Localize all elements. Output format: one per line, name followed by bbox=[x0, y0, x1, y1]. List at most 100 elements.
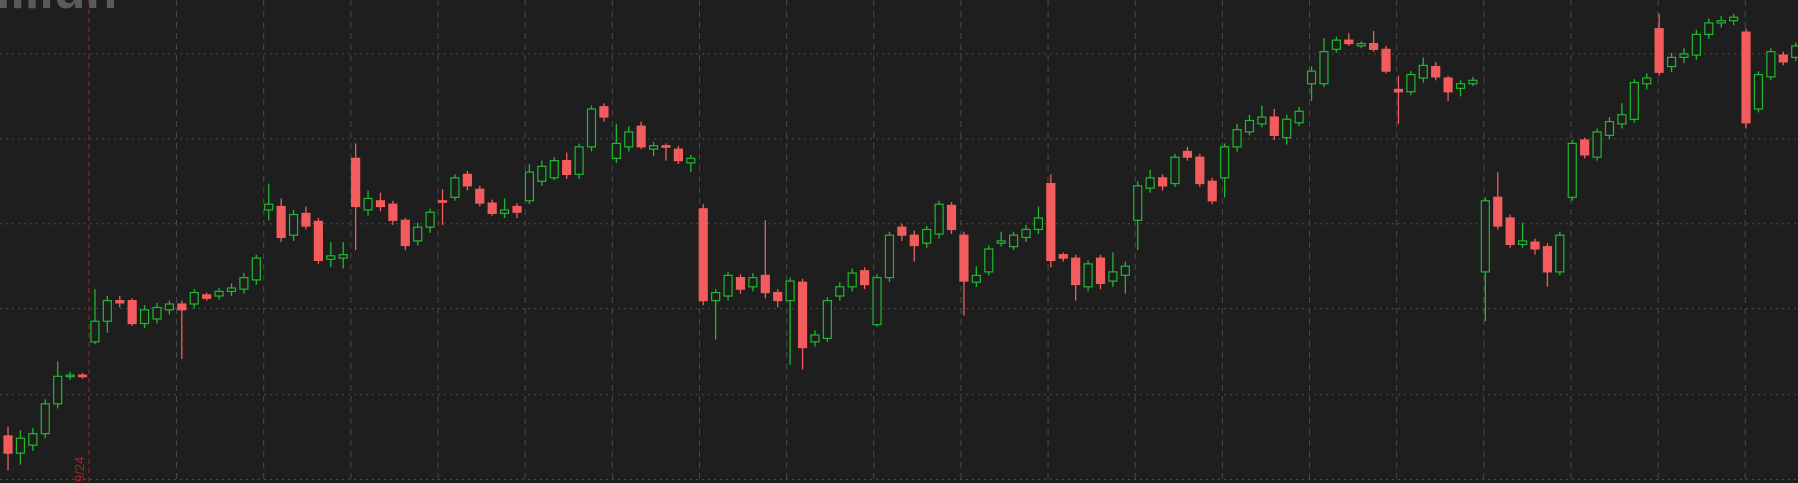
candle-body bbox=[1555, 234, 1565, 273]
candle-body bbox=[810, 334, 820, 343]
candle-body bbox=[400, 219, 410, 247]
candle-body bbox=[1517, 240, 1528, 245]
candle-body bbox=[822, 299, 832, 340]
candle-body bbox=[1344, 39, 1354, 45]
candle-body bbox=[1157, 177, 1168, 187]
candle-body bbox=[115, 299, 125, 304]
candle-body bbox=[922, 228, 932, 244]
candle-body bbox=[326, 255, 336, 260]
candle-body bbox=[797, 281, 808, 349]
date-marker-label: 9/24 bbox=[72, 457, 87, 482]
candle-body bbox=[512, 205, 522, 213]
candle-body bbox=[1617, 114, 1627, 125]
candle-body bbox=[1480, 200, 1490, 273]
candle-body bbox=[437, 200, 448, 203]
candle-body bbox=[139, 309, 150, 325]
candle-body bbox=[3, 435, 13, 454]
candle-body bbox=[1542, 246, 1553, 273]
candle-body bbox=[251, 257, 261, 281]
candle-body bbox=[1071, 257, 1081, 286]
candle-body bbox=[1493, 196, 1503, 227]
candle-body bbox=[624, 131, 634, 148]
candle-body bbox=[611, 142, 621, 159]
candle-body bbox=[1791, 45, 1798, 58]
candle-body bbox=[773, 291, 783, 302]
candle-body bbox=[1083, 263, 1093, 288]
candle-body bbox=[1704, 22, 1714, 36]
candle-body bbox=[28, 433, 38, 446]
candle-body bbox=[462, 173, 472, 187]
candle-body bbox=[537, 165, 547, 182]
candle-body bbox=[661, 145, 671, 148]
candle-body bbox=[1182, 150, 1192, 158]
candle-body bbox=[1108, 271, 1118, 282]
candle-body bbox=[984, 248, 994, 273]
candle-body bbox=[375, 200, 386, 208]
candle-body bbox=[301, 212, 311, 227]
candle-body bbox=[1331, 39, 1341, 50]
candle-body bbox=[276, 205, 286, 239]
candle-body bbox=[1046, 182, 1056, 262]
candle-body bbox=[189, 291, 199, 305]
candle-body bbox=[760, 274, 770, 294]
candle-body bbox=[934, 203, 944, 235]
candle-body bbox=[959, 234, 969, 282]
candle-body bbox=[735, 277, 746, 290]
candle-body bbox=[1729, 16, 1739, 22]
candle-body bbox=[65, 374, 75, 378]
candle-body bbox=[1120, 265, 1130, 276]
candle-body bbox=[996, 240, 1006, 244]
candle-body bbox=[971, 274, 981, 283]
candle-body bbox=[1691, 33, 1701, 56]
candle-body bbox=[586, 108, 597, 148]
candle-body bbox=[288, 213, 299, 236]
candle-body bbox=[562, 160, 572, 175]
candle-body bbox=[1244, 119, 1255, 133]
candle-body bbox=[1654, 28, 1664, 73]
candle-body bbox=[264, 203, 274, 211]
candle-body bbox=[1381, 48, 1391, 72]
candle-body bbox=[524, 171, 535, 202]
candle-body bbox=[648, 145, 659, 150]
candle-body bbox=[313, 220, 323, 262]
candle-body bbox=[1282, 118, 1292, 139]
candle-body bbox=[1232, 129, 1242, 148]
candle-body bbox=[1580, 139, 1590, 156]
candle-body bbox=[1145, 177, 1155, 189]
candle-body bbox=[1666, 56, 1677, 68]
candle-body bbox=[152, 306, 162, 320]
candle-body bbox=[1766, 51, 1776, 78]
candle-body bbox=[835, 286, 845, 297]
candle-body bbox=[1468, 79, 1478, 85]
candle-body bbox=[872, 277, 882, 326]
candle-body bbox=[164, 303, 175, 311]
candle-body bbox=[1294, 110, 1304, 124]
candle-body bbox=[1716, 20, 1726, 24]
candle-body bbox=[1431, 65, 1441, 78]
candle-body bbox=[413, 226, 423, 242]
watermark: illiun bbox=[0, 0, 117, 20]
candle-body bbox=[1443, 77, 1453, 93]
candle-body bbox=[673, 148, 684, 162]
candle-body bbox=[599, 106, 609, 118]
candle-body bbox=[909, 234, 919, 247]
candle-body bbox=[1753, 73, 1764, 110]
candle-body bbox=[1369, 42, 1379, 50]
candle-body bbox=[860, 270, 870, 286]
candle-body bbox=[698, 208, 708, 302]
candle-body bbox=[549, 160, 559, 179]
candle-body bbox=[177, 303, 187, 311]
candle-body bbox=[1567, 142, 1577, 198]
candle-body bbox=[1592, 131, 1602, 158]
candle-body bbox=[574, 146, 584, 175]
candle-body bbox=[1170, 156, 1180, 185]
candle-body bbox=[1741, 31, 1751, 124]
candle-body bbox=[1356, 42, 1366, 47]
candle-body bbox=[77, 374, 88, 378]
candle-body bbox=[53, 375, 63, 405]
candle-body bbox=[425, 211, 435, 228]
candle-body bbox=[15, 437, 26, 454]
candle-body bbox=[214, 290, 224, 297]
candle-body bbox=[475, 188, 485, 204]
